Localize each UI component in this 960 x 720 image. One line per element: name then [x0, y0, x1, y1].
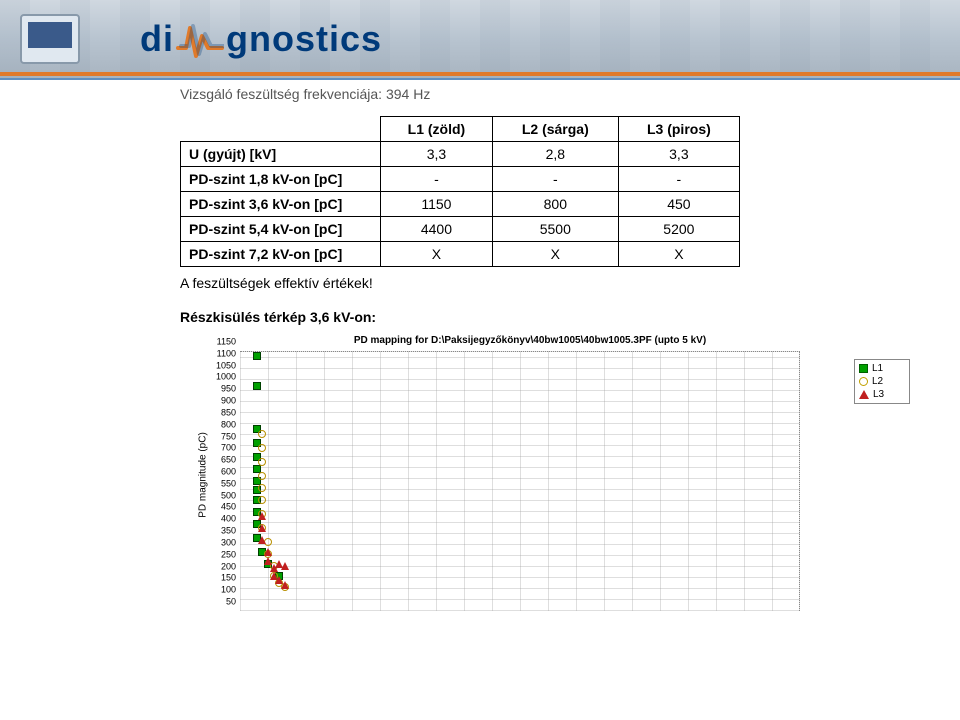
y-tick: 350 — [221, 527, 236, 536]
monitor-icon — [20, 14, 80, 64]
y-tick: 1150 — [217, 338, 236, 347]
y-ticks: 50 100 150 200 250 300 350 400 450 500 550 600 650 70… — [204, 351, 238, 611]
table-cell: X — [492, 242, 618, 267]
logo: di gnostics — [140, 18, 382, 60]
table-cell: X — [618, 242, 739, 267]
chart-point — [258, 496, 266, 504]
y-tick: 100 — [221, 586, 236, 595]
chart-point — [281, 562, 289, 570]
col-header-l2: L2 (sárga) — [492, 117, 618, 142]
table-cell: - — [492, 167, 618, 192]
header-banner: di gnostics — [0, 0, 960, 80]
col-header-l1: L1 (zöld) — [381, 117, 493, 142]
logo-suffix: gnostics — [226, 18, 382, 60]
table-cell: X — [381, 242, 493, 267]
chart-point — [258, 536, 266, 544]
table-cell: - — [618, 167, 739, 192]
y-tick: 600 — [221, 468, 236, 477]
plot-area — [240, 351, 800, 611]
chart-point — [253, 352, 261, 360]
legend-l2: L2 — [859, 375, 905, 388]
row-label: PD-szint 1,8 kV-on [pC] — [181, 167, 381, 192]
table-cell: 3,3 — [381, 142, 493, 167]
y-tick: 50 — [226, 598, 236, 607]
row-label: PD-szint 7,2 kV-on [pC] — [181, 242, 381, 267]
table-row: PD-szint 1,8 kV-on [pC]--- — [181, 167, 740, 192]
table-cell: 5500 — [492, 217, 618, 242]
chart-title: PD mapping for D:\Paksijegyzőkönyv\40bw1… — [150, 335, 910, 346]
pd-chart: PD mapping for D:\Paksijegyzőkönyv\40bw1… — [150, 335, 910, 615]
table-row: U (gyújt) [kV]3,32,83,3 — [181, 142, 740, 167]
table-cell: - — [381, 167, 493, 192]
table-cell: 3,3 — [618, 142, 739, 167]
chart-point — [264, 548, 272, 556]
chart-point — [258, 512, 266, 520]
wave-icon — [176, 18, 224, 60]
table-cell: 4400 — [381, 217, 493, 242]
y-tick: 450 — [221, 503, 236, 512]
frequency-line: Vizsgáló feszültség frekvenciája: 394 Hz — [180, 86, 960, 102]
legend-l3: L3 — [859, 388, 905, 401]
y-tick: 750 — [221, 432, 236, 441]
y-tick: 800 — [221, 420, 236, 429]
col-header-l3: L3 (piros) — [618, 117, 739, 142]
y-tick: 550 — [221, 479, 236, 488]
row-label: PD-szint 5,4 kV-on [pC] — [181, 217, 381, 242]
table-cell: 450 — [618, 192, 739, 217]
y-tick: 300 — [221, 538, 236, 547]
y-tick: 850 — [221, 408, 236, 417]
table-row: PD-szint 5,4 kV-on [pC]440055005200 — [181, 217, 740, 242]
chart-point — [258, 472, 266, 480]
legend-l1: L1 — [859, 362, 905, 375]
y-tick: 950 — [221, 385, 236, 394]
table-cell: 1150 — [381, 192, 493, 217]
accent-line — [0, 72, 960, 76]
chart-point — [258, 484, 266, 492]
chart-point — [258, 524, 266, 532]
y-tick: 250 — [221, 550, 236, 559]
y-tick: 900 — [221, 397, 236, 406]
y-tick: 200 — [221, 562, 236, 571]
y-tick: 1050 — [216, 361, 236, 370]
table-cell: 2,8 — [492, 142, 618, 167]
row-label: PD-szint 3,6 kV-on [pC] — [181, 192, 381, 217]
y-tick: 1100 — [217, 349, 236, 358]
map-subtitle: Részkisülés térkép 3,6 kV-on: — [180, 309, 960, 325]
y-tick: 700 — [221, 444, 236, 453]
effective-note: A feszültségek effektív értékek! — [180, 275, 960, 291]
y-tick: 1000 — [216, 373, 236, 382]
table-row: PD-szint 3,6 kV-on [pC]1150800450 — [181, 192, 740, 217]
chart-point — [253, 382, 261, 390]
table-cell: 800 — [492, 192, 618, 217]
y-tick: 150 — [221, 574, 236, 583]
chart-point — [258, 430, 266, 438]
chart-legend: L1 L2 L3 — [854, 359, 910, 404]
logo-prefix: di — [140, 18, 174, 60]
y-tick: 500 — [221, 491, 236, 500]
chart-point — [258, 458, 266, 466]
y-tick: 400 — [221, 515, 236, 524]
table-cell: 5200 — [618, 217, 739, 242]
row-label: U (gyújt) [kV] — [181, 142, 381, 167]
chart-point — [258, 444, 266, 452]
y-tick: 650 — [221, 456, 236, 465]
table-row: PD-szint 7,2 kV-on [pC]XXX — [181, 242, 740, 267]
chart-point — [281, 581, 289, 589]
pd-table: L1 (zöld) L2 (sárga) L3 (piros) U (gyújt… — [180, 116, 740, 267]
